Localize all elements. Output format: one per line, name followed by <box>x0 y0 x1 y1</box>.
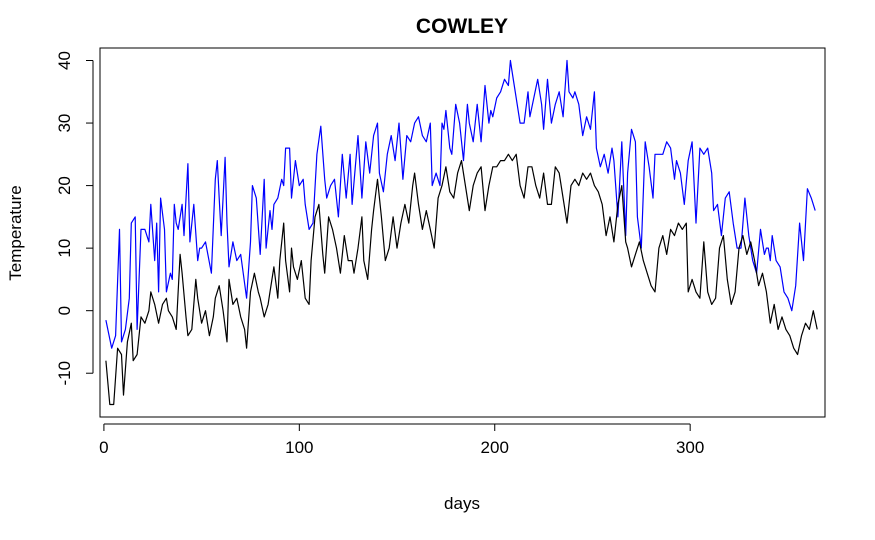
x-tick-label: 100 <box>285 438 313 457</box>
y-axis-label: Temperature <box>6 185 25 280</box>
y-tick-label: 10 <box>55 239 74 258</box>
y-tick-label: 20 <box>55 176 74 195</box>
y-tick-label: 0 <box>55 306 74 315</box>
y-tick-label: 40 <box>55 51 74 70</box>
series-line-1 <box>105 59 816 349</box>
chart-title: COWLEY <box>416 15 508 38</box>
y-tick-label: 30 <box>55 114 74 133</box>
x-tick-label: 0 <box>99 438 108 457</box>
plot-frame <box>99 47 826 418</box>
y-tick-label: -10 <box>55 361 74 386</box>
series-line-2 <box>105 153 818 406</box>
x-tick-label: 200 <box>481 438 509 457</box>
series-layer <box>105 59 818 406</box>
y-axis: -10 0 10 20 30 40 <box>55 51 94 386</box>
x-tick-label: 300 <box>676 438 704 457</box>
x-axis-label: days <box>444 494 480 513</box>
x-axis: 0 100 200 300 <box>99 423 704 457</box>
